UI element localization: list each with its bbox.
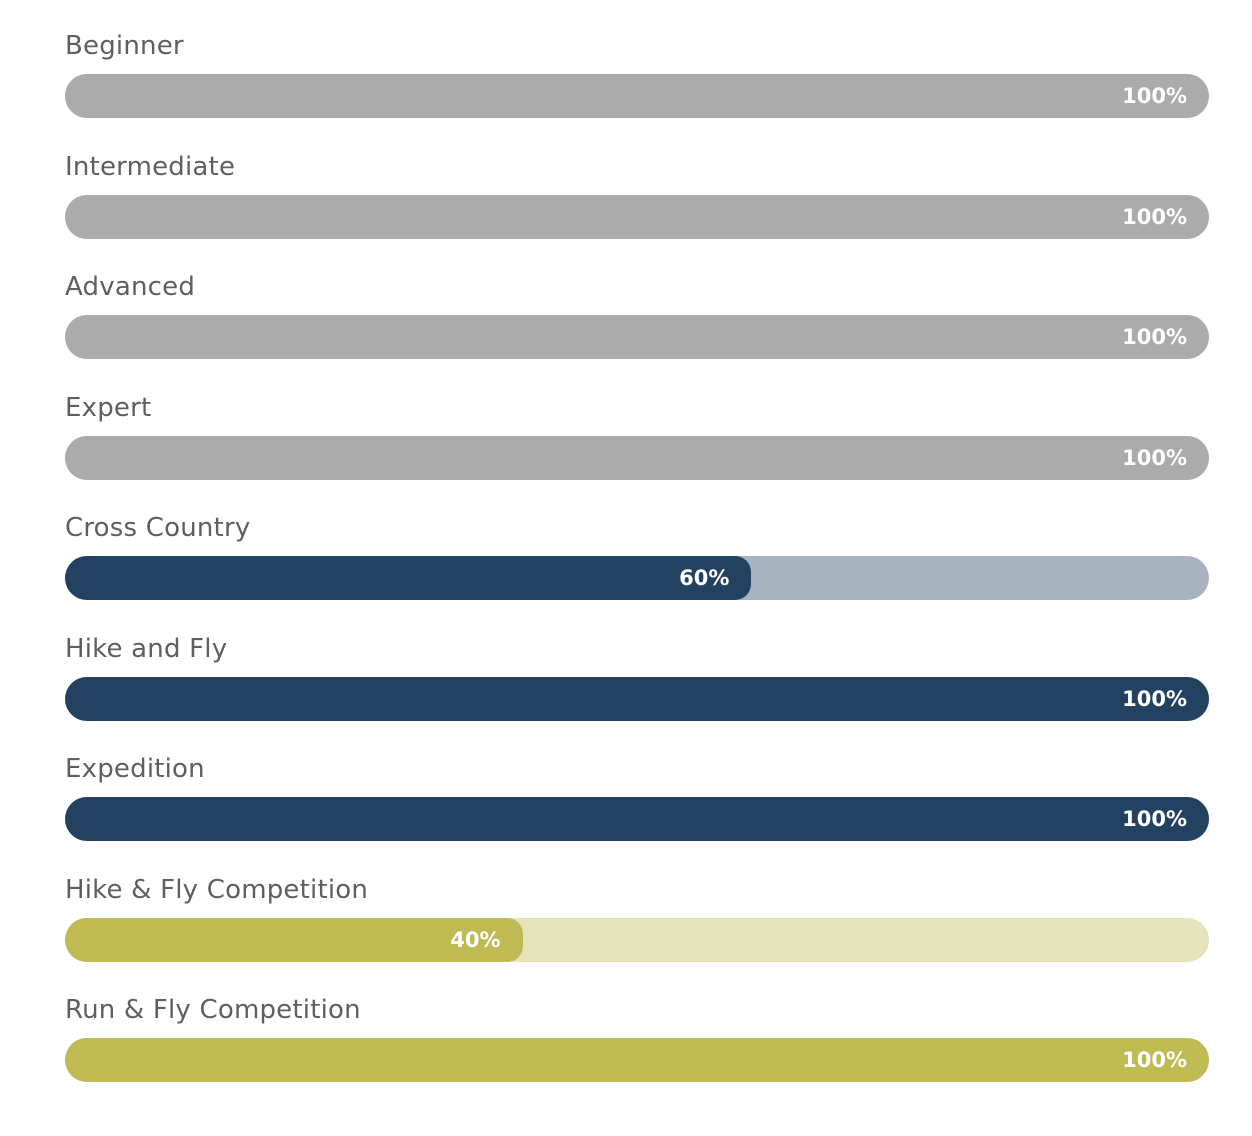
skill-row: Advanced 100% (65, 265, 1209, 386)
skill-row: Hike & Fly Competition 40% (65, 868, 1209, 989)
skill-label: Beginner (65, 31, 184, 61)
skill-label: Hike & Fly Competition (65, 874, 369, 905)
skill-label: Cross Country (65, 513, 251, 543)
progress-track: 100% (65, 194, 1209, 239)
progress-fill: 100% (65, 1038, 1209, 1082)
progress-fill: 100% (65, 315, 1209, 359)
percent-label: 60% (679, 566, 730, 590)
progress-track: 100% (65, 315, 1209, 359)
skill-row: Beginner 100% (65, 24, 1209, 145)
skill-label: Expedition (65, 754, 205, 784)
percent-label: 100% (1122, 325, 1187, 349)
progress-track: 100% (65, 435, 1209, 480)
progress-track: 100% (65, 1038, 1209, 1082)
percent-label: 100% (1122, 204, 1187, 229)
percent-label: 40% (450, 927, 501, 952)
skill-row: Expedition 100% (65, 747, 1209, 868)
skill-row: Intermediate 100% (65, 145, 1209, 266)
percent-label: 100% (1122, 84, 1187, 108)
skill-label: Advanced (65, 272, 196, 302)
percent-label: 100% (1122, 807, 1187, 831)
skill-row: Hike and Fly 100% (65, 627, 1209, 748)
skill-row: Cross Country 60% (65, 506, 1209, 627)
progress-fill: 100% (65, 797, 1209, 841)
percent-label: 100% (1122, 445, 1187, 470)
progress-track: 100% (65, 676, 1209, 721)
skill-label: Expert (65, 392, 152, 423)
skill-progress-list: Beginner 100% Intermediate 100% Advanced… (65, 24, 1209, 1109)
skill-row: Run & Fly Competition 100% (65, 988, 1209, 1109)
progress-track: 100% (65, 74, 1209, 118)
progress-fill: 100% (65, 74, 1209, 118)
progress-track: 40% (65, 917, 1209, 962)
progress-track: 100% (65, 797, 1209, 841)
percent-label: 100% (1122, 1048, 1187, 1072)
progress-fill: 40% (65, 917, 523, 962)
progress-fill: 100% (65, 194, 1209, 239)
skill-label: Hike and Fly (65, 633, 228, 664)
skill-row: Expert 100% (65, 386, 1209, 507)
progress-track: 60% (65, 556, 1209, 600)
progress-fill: 100% (65, 435, 1209, 480)
skill-label: Intermediate (65, 151, 236, 182)
percent-label: 100% (1122, 686, 1187, 711)
progress-fill: 60% (65, 556, 752, 600)
progress-fill: 100% (65, 676, 1209, 721)
skill-label: Run & Fly Competition (65, 995, 361, 1025)
